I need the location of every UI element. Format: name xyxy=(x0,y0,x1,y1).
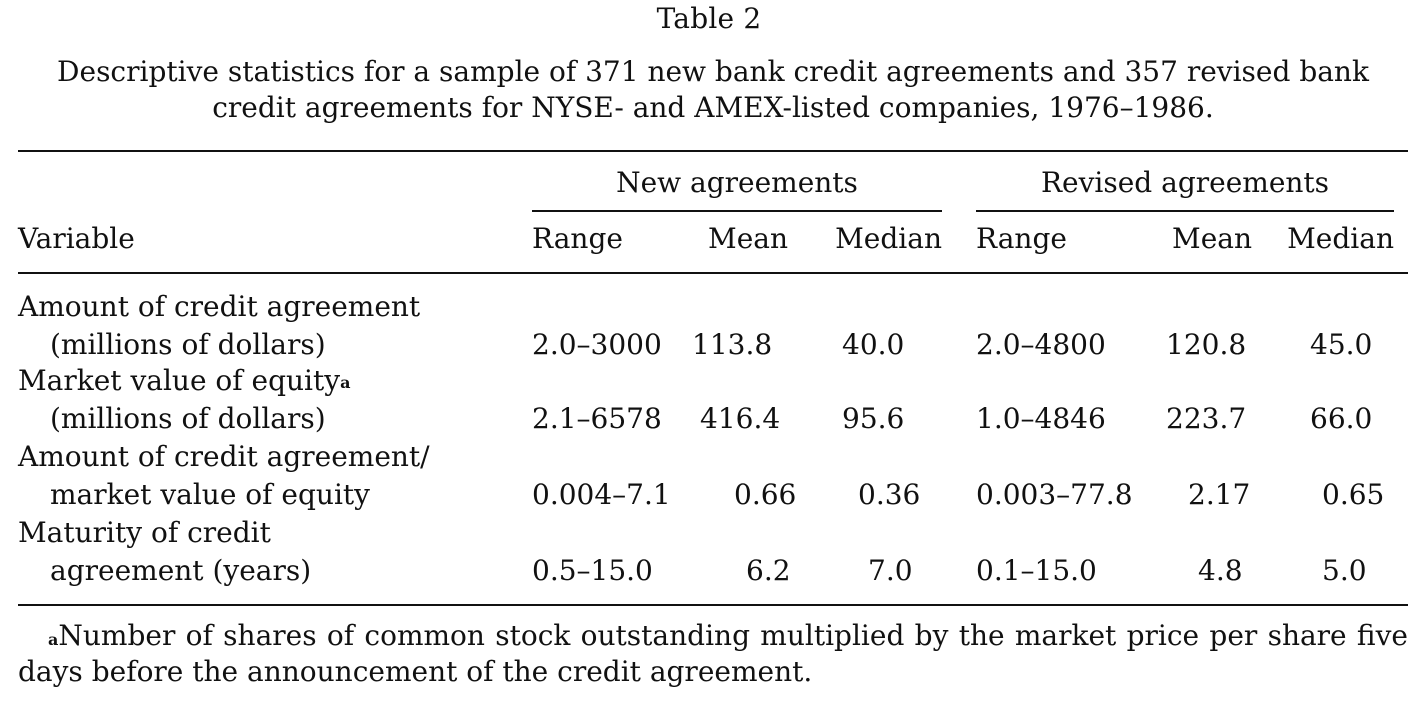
bottom-rule xyxy=(18,604,1408,606)
table-cell: 0.1–15.0 xyxy=(976,554,1097,587)
row-label-line2: market value of equity xyxy=(50,478,370,511)
table-cell: 2.1–6578 xyxy=(532,402,662,435)
row-label-line1: Amount of credit agreement/ xyxy=(18,440,430,473)
table-cell: 5.0 xyxy=(1322,554,1367,587)
table-cell: 0.66 xyxy=(734,478,797,511)
table-cell: 113.8 xyxy=(692,328,773,361)
row-label-line1: Market value of equitya xyxy=(18,364,350,398)
footnote-text: Number of shares of common stock outstan… xyxy=(58,619,1408,652)
group-header-revised: Revised agreements xyxy=(1040,166,1330,199)
table-cell: 0.003–77.8 xyxy=(976,478,1133,511)
table-footnote: aNumber of shares of common stock outsta… xyxy=(18,618,1408,690)
table-cell: 45.0 xyxy=(1310,328,1373,361)
column-header-new-range: Range xyxy=(532,222,623,255)
table-cell: 416.4 xyxy=(700,402,781,435)
group-header-new: New agreements xyxy=(616,166,858,199)
table-caption: Descriptive statistics for a sample of 3… xyxy=(57,55,1369,124)
table-cell: 4.8 xyxy=(1198,554,1243,587)
table-cell: 0.65 xyxy=(1322,478,1385,511)
table-cell: 6.2 xyxy=(746,554,791,587)
row-label-line1: Amount of credit agreement xyxy=(18,290,421,323)
table-label: Table 2 xyxy=(656,2,762,35)
footnote-line1: aNumber of shares of common stock outsta… xyxy=(18,618,1408,654)
table-cell: 95.6 xyxy=(842,402,905,435)
table-cell: 0.004–7.1 xyxy=(532,478,671,511)
group-rule-new xyxy=(532,210,942,212)
column-header-variable: Variable xyxy=(18,222,135,255)
table-cell: 66.0 xyxy=(1310,402,1373,435)
table-cell: 1.0–4846 xyxy=(976,402,1106,435)
table-cell: 0.36 xyxy=(858,478,921,511)
column-header-revised-mean: Mean xyxy=(1172,222,1252,255)
row-label-line2: agreement (years) xyxy=(50,554,312,587)
header-rule xyxy=(18,272,1408,274)
table-cell: 7.0 xyxy=(868,554,913,587)
top-rule xyxy=(18,150,1408,152)
row-label-line2: (millions of dollars) xyxy=(50,328,326,361)
column-header-revised-median: Median xyxy=(1287,222,1394,255)
row-label-line2: (millions of dollars) xyxy=(50,402,326,435)
table-cell: 40.0 xyxy=(842,328,905,361)
footnote-mark: a xyxy=(48,630,59,649)
row-label-line1: Maturity of credit xyxy=(18,516,271,549)
table-cell: 2.0–3000 xyxy=(532,328,662,361)
column-header-new-median: Median xyxy=(835,222,942,255)
column-header-revised-range: Range xyxy=(976,222,1067,255)
table-cell: 2.17 xyxy=(1188,478,1251,511)
group-rule-revised xyxy=(976,210,1394,212)
footnote-mark: a xyxy=(340,373,351,392)
table-cell: 120.8 xyxy=(1166,328,1247,361)
footnote-line2: days before the announcement of the cred… xyxy=(18,655,813,688)
table-cell: 0.5–15.0 xyxy=(532,554,653,587)
table-cell: 2.0–4800 xyxy=(976,328,1106,361)
column-header-new-mean: Mean xyxy=(708,222,788,255)
row-label-text: Market value of equity xyxy=(18,364,341,397)
table-cell: 223.7 xyxy=(1166,402,1247,435)
